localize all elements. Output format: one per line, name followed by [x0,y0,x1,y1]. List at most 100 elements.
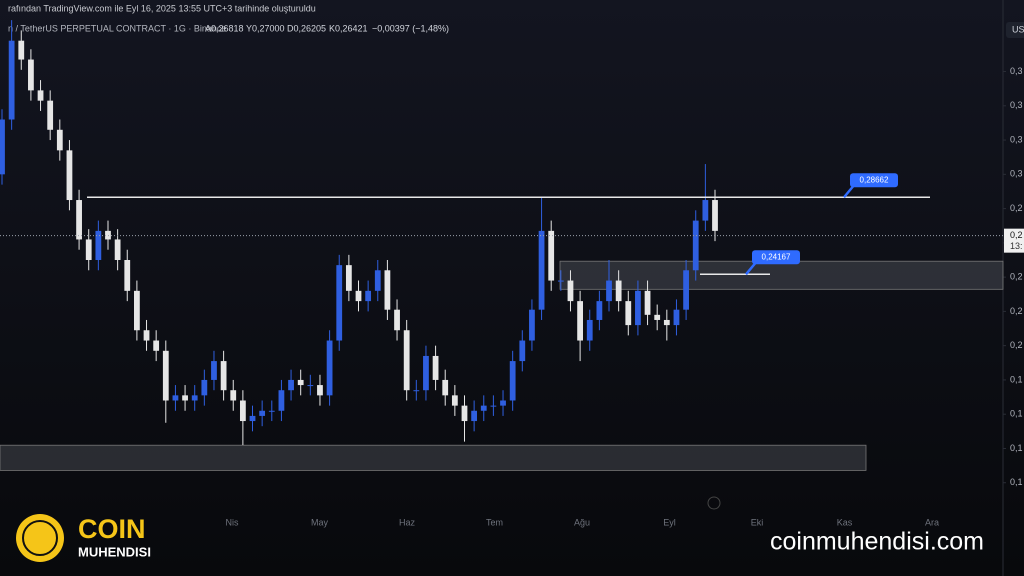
currency[interactable]: US [1012,24,1024,34]
y-tick-label: 0,2 [1010,340,1023,350]
y-tick-label: 0,3 [1010,134,1023,144]
candle-body [644,290,651,315]
candle-body [712,200,718,231]
last-price-box [1004,228,1024,253]
candle-body [702,200,709,221]
callout-pointer [745,261,757,276]
candle-body [230,390,237,401]
candle-body [432,355,439,380]
callout-box [850,173,898,188]
zone [559,260,1004,290]
header-close: K0,26421 [329,23,368,33]
candle-body [191,395,198,401]
candle-body [480,405,487,411]
candle-body [268,410,275,412]
candle-body [413,390,420,392]
candle-body [239,400,246,422]
y-tick-label: 0,2 [1010,272,1023,282]
candle-body [278,390,285,411]
candle-body [567,280,574,302]
candle-body [519,340,526,362]
candle-body [37,90,44,101]
plot: 0,3 0,3 0,3 0,3 0,2 0,2 0,2 0,2 0,2 0,1 0,1 0,1 0,1 N… [0,20,1024,527]
header-low: D0,26205 [287,23,326,33]
candle-body [384,270,391,310]
candle-body [288,379,294,391]
y-tick-label: 0,3 [1010,169,1023,179]
level-label: 0,24167 [762,252,791,261]
y-tick-label: 0,1 [1010,477,1023,487]
header-high: Y0,27000 [246,23,285,33]
candle-body [76,200,82,240]
candle-body [461,405,468,422]
y-tick-label: 0,3 [1010,100,1023,110]
candle-body [490,405,497,407]
candle-body [365,290,372,302]
candle-body [625,301,632,326]
x-tick-label: May [311,517,329,527]
candle-body [606,280,612,302]
logo-ring [22,520,58,556]
candle-body [355,290,362,302]
candle-body [85,239,92,260]
candle-body [153,340,160,351]
candle-body [297,379,304,386]
candle-body [47,100,54,130]
site: coinmuhendisi.com [770,528,984,556]
candle-body [692,220,699,271]
candle-body [615,280,622,302]
candle-body [683,270,689,310]
candle-body [134,290,140,331]
candle-body [8,40,15,120]
icon [707,496,721,510]
candle-body [211,361,217,380]
candle-body [28,59,34,91]
candle-body [394,309,400,331]
candle-body [586,319,593,341]
candle-body [471,410,478,422]
candle-body [307,385,314,387]
y-tick-label: 0,2 [1010,203,1023,213]
candle-body [442,379,449,396]
candle-body [66,150,73,201]
header-change: −0,00397 (−1,48%) [372,23,449,33]
candle-body [673,309,680,326]
y-tick-label: 0,2 [1010,306,1023,316]
candle-body [509,361,516,401]
y-tick-label: 0,1 [1010,374,1023,384]
x-tick-label: Ara [925,517,939,527]
header-line1: rafından TradingView.com ile Eyl 16, 202… [8,3,316,13]
last-price-label: 0,2 [1010,230,1023,240]
candle-body [259,410,266,416]
candle-body [18,40,25,60]
brand-top: COIN [78,514,146,544]
candle-body [95,230,102,260]
candle-body [596,301,603,320]
candle-body [663,319,670,326]
candle-body [403,330,410,391]
y-tick-label: 0,1 [1010,409,1023,419]
header-open: A0,26818 [205,23,244,33]
candle-body [182,395,188,401]
x-tick-label: Eki [751,517,764,527]
candle-body [374,270,381,291]
candle-body [105,230,111,240]
candle-body [345,265,352,291]
candle-body [548,230,555,281]
candle-body [538,230,545,310]
y-tick-label: 0,3 [1010,66,1023,76]
currency-box[interactable] [1006,22,1024,38]
candle-body [577,301,583,341]
x-tick-label: Nis [226,517,239,527]
x-tick-label: Ağu [574,517,590,527]
header-symbol: n / TetherUS PERPETUAL CONTRACT · 1G · B… [8,23,226,33]
candle-body [529,309,535,341]
candle-body [201,379,208,396]
x-tick-label: Eyl [663,517,676,527]
candle-body [451,395,458,406]
y-tick-label: 0,1 [1010,443,1023,453]
candle-body [172,395,179,401]
